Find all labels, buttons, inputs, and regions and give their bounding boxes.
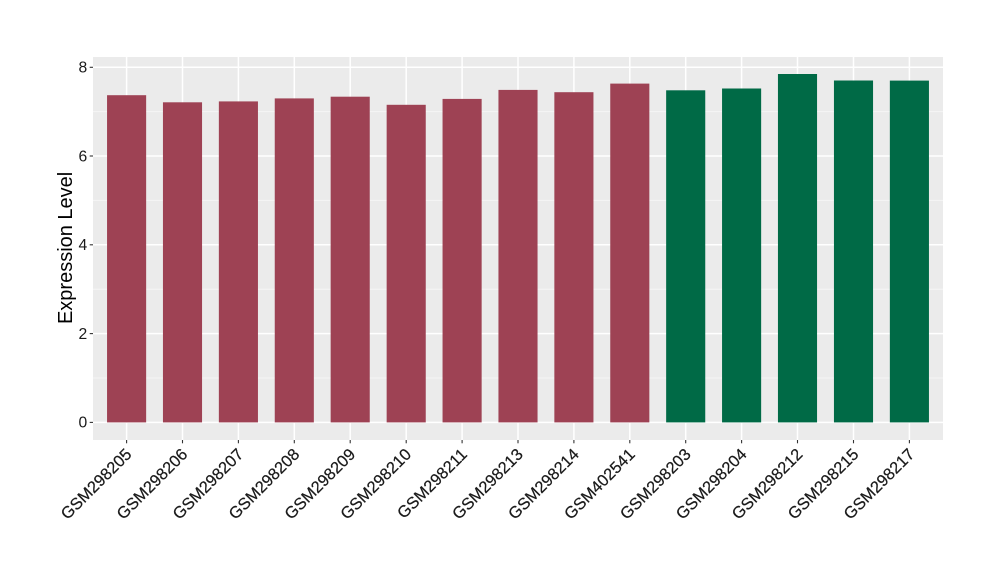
svg-text:0: 0: [78, 415, 87, 432]
svg-text:2: 2: [78, 326, 87, 343]
svg-text:Expression Level: Expression Level: [55, 172, 77, 324]
svg-text:6: 6: [78, 148, 87, 165]
svg-text:4: 4: [78, 237, 87, 254]
svg-text:8: 8: [78, 60, 87, 77]
